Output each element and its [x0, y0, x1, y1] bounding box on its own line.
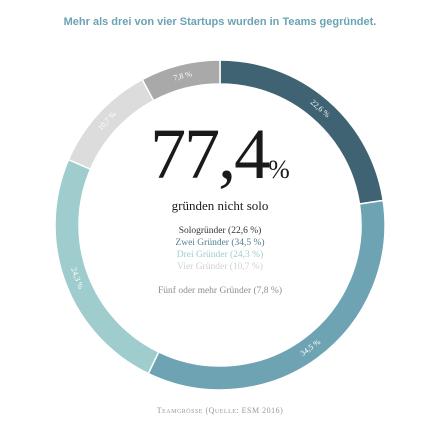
headline-unit: %: [268, 155, 290, 184]
chart-title: Mehr als drei von vier Startups wurden i…: [63, 16, 377, 28]
legend-item-zwei-gruender: Zwei Gründer (34,5 %): [175, 238, 265, 248]
slice-label: 7,8 %: [173, 69, 194, 82]
source-note: Teamgrösse (Quelle: ESM 2016): [156, 406, 284, 415]
donut-slice-f-nf-oder-mehr-gr-nder: [141, 59, 221, 102]
legend: Sologründer (22,6 %) Zwei Gründer (34,5 …: [0, 225, 440, 297]
headline-value: 77,4%: [0, 118, 440, 190]
legend-item-fuenf-oder-mehr: Fünf oder mehr Gründer (7,8 %): [158, 286, 282, 296]
legend-item-drei-gruender: Drei Gründer (24,3 %): [176, 250, 264, 260]
headline-caption: gründen nicht solo: [171, 198, 269, 213]
legend-item-vier-gruender: Vier Gründer (10,7 %): [177, 262, 263, 272]
headline-number: 77,4: [150, 114, 270, 194]
legend-item-sologruender: Sologründer (22,6 %): [178, 226, 262, 236]
